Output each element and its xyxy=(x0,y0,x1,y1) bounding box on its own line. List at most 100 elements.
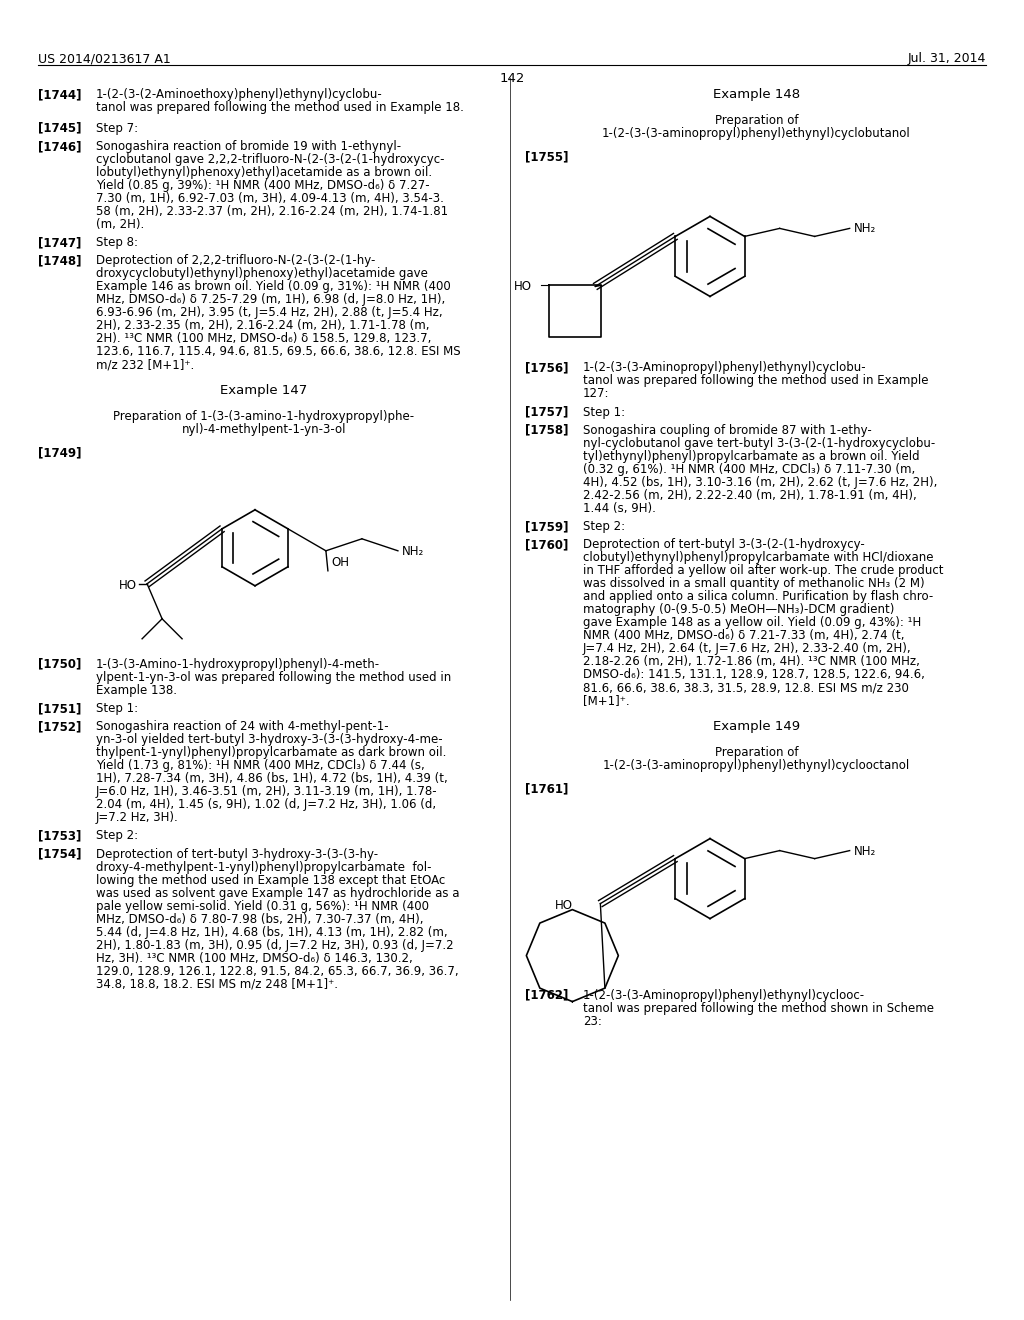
Text: 2H), 2.33-2.35 (m, 2H), 2.16-2.24 (m, 2H), 1.71-1.78 (m,: 2H), 2.33-2.35 (m, 2H), 2.16-2.24 (m, 2H… xyxy=(96,319,429,333)
Text: [1751]: [1751] xyxy=(38,702,81,715)
Text: lobutyl)ethynyl)phenoxy)ethyl)acetamide as a brown oil.: lobutyl)ethynyl)phenoxy)ethyl)acetamide … xyxy=(96,166,432,180)
Text: HO: HO xyxy=(119,578,137,591)
Text: [1747]: [1747] xyxy=(38,236,81,249)
Text: 142: 142 xyxy=(500,73,524,84)
Text: tanol was prepared following the method shown in Scheme: tanol was prepared following the method … xyxy=(583,1002,934,1015)
Text: 2H). ¹³C NMR (100 MHz, DMSO-d₆) δ 158.5, 129.8, 123.7,: 2H). ¹³C NMR (100 MHz, DMSO-d₆) δ 158.5,… xyxy=(96,333,431,346)
Text: 2H), 1.80-1.83 (m, 3H), 0.95 (d, J=7.2 Hz, 3H), 0.93 (d, J=7.2: 2H), 1.80-1.83 (m, 3H), 0.95 (d, J=7.2 H… xyxy=(96,939,454,952)
Text: was used as solvent gave Example 147 as hydrochloride as a: was used as solvent gave Example 147 as … xyxy=(96,887,460,900)
Text: 123.6, 116.7, 115.4, 94.6, 81.5, 69.5, 66.6, 38.6, 12.8. ESI MS: 123.6, 116.7, 115.4, 94.6, 81.5, 69.5, 6… xyxy=(96,346,461,359)
Text: 7.30 (m, 1H), 6.92-7.03 (m, 3H), 4.09-4.13 (m, 4H), 3.54-3.: 7.30 (m, 1H), 6.92-7.03 (m, 3H), 4.09-4.… xyxy=(96,191,443,205)
Text: droxy-4-methylpent-1-ynyl)phenyl)propylcarbamate  fol-: droxy-4-methylpent-1-ynyl)phenyl)propylc… xyxy=(96,861,431,874)
Text: Yield (1.73 g, 81%): ¹H NMR (400 MHz, CDCl₃) δ 7.44 (s,: Yield (1.73 g, 81%): ¹H NMR (400 MHz, CD… xyxy=(96,759,425,772)
Text: Step 1:: Step 1: xyxy=(583,405,625,418)
Text: [1746]: [1746] xyxy=(38,140,82,153)
Text: Step 7:: Step 7: xyxy=(96,121,138,135)
Text: cyclobutanol gave 2,2,2-trifluoro-N-(2-(3-(2-(1-hydroxycyc-: cyclobutanol gave 2,2,2-trifluoro-N-(2-(… xyxy=(96,153,444,166)
Text: 2.18-2.26 (m, 2H), 1.72-1.86 (m, 4H). ¹³C NMR (100 MHz,: 2.18-2.26 (m, 2H), 1.72-1.86 (m, 4H). ¹³… xyxy=(583,655,920,668)
Text: [1750]: [1750] xyxy=(38,657,81,671)
Text: J=7.2 Hz, 3H).: J=7.2 Hz, 3H). xyxy=(96,812,179,824)
Text: US 2014/0213617 A1: US 2014/0213617 A1 xyxy=(38,51,171,65)
Text: (0.32 g, 61%). ¹H NMR (400 MHz, CDCl₃) δ 7.11-7.30 (m,: (0.32 g, 61%). ¹H NMR (400 MHz, CDCl₃) δ… xyxy=(583,463,915,475)
Text: Step 2:: Step 2: xyxy=(96,829,138,842)
Text: gave Example 148 as a yellow oil. Yield (0.09 g, 43%): ¹H: gave Example 148 as a yellow oil. Yield … xyxy=(583,616,922,630)
Text: tanol was prepared following the method used in Example 18.: tanol was prepared following the method … xyxy=(96,102,464,114)
Text: Deprotection of tert-butyl 3-(3-(2-(1-hydroxycy-: Deprotection of tert-butyl 3-(3-(2-(1-hy… xyxy=(583,539,864,552)
Text: [1749]: [1749] xyxy=(38,446,82,459)
Text: tyl)ethynyl)phenyl)propylcarbamate as a brown oil. Yield: tyl)ethynyl)phenyl)propylcarbamate as a … xyxy=(583,450,920,463)
Text: Example 147: Example 147 xyxy=(220,384,307,397)
Text: MHz, DMSO-d₆) δ 7.80-7.98 (bs, 2H), 7.30-7.37 (m, 4H),: MHz, DMSO-d₆) δ 7.80-7.98 (bs, 2H), 7.30… xyxy=(96,912,424,925)
Text: Sonogashira coupling of bromide 87 with 1-ethy-: Sonogashira coupling of bromide 87 with … xyxy=(583,424,871,437)
Text: 2.04 (m, 4H), 1.45 (s, 9H), 1.02 (d, J=7.2 Hz, 3H), 1.06 (d,: 2.04 (m, 4H), 1.45 (s, 9H), 1.02 (d, J=7… xyxy=(96,799,436,812)
Text: nyl)-4-methylpent-1-yn-3-ol: nyl)-4-methylpent-1-yn-3-ol xyxy=(181,424,346,437)
Text: 1-(2-(3-(3-aminopropyl)phenyl)ethynyl)cyclobutanol: 1-(2-(3-(3-aminopropyl)phenyl)ethynyl)cy… xyxy=(602,127,911,140)
Text: m/z 232 [M+1]⁺.: m/z 232 [M+1]⁺. xyxy=(96,359,195,371)
Text: J=6.0 Hz, 1H), 3.46-3.51 (m, 2H), 3.11-3.19 (m, 1H), 1.78-: J=6.0 Hz, 1H), 3.46-3.51 (m, 2H), 3.11-3… xyxy=(96,785,437,799)
Text: NMR (400 MHz, DMSO-d₆) δ 7.21-7.33 (m, 4H), 2.74 (t,: NMR (400 MHz, DMSO-d₆) δ 7.21-7.33 (m, 4… xyxy=(583,630,904,643)
Text: thylpent-1-ynyl)phenyl)propylcarbamate as dark brown oil.: thylpent-1-ynyl)phenyl)propylcarbamate a… xyxy=(96,746,446,759)
Text: J=7.4 Hz, 2H), 2.64 (t, J=7.6 Hz, 2H), 2.33-2.40 (m, 2H),: J=7.4 Hz, 2H), 2.64 (t, J=7.6 Hz, 2H), 2… xyxy=(583,643,911,655)
Text: NH₂: NH₂ xyxy=(401,545,424,558)
Text: Sonogashira reaction of 24 with 4-methyl-pent-1-: Sonogashira reaction of 24 with 4-methyl… xyxy=(96,721,389,733)
Text: [M+1]⁺.: [M+1]⁺. xyxy=(583,694,630,708)
Text: 5.44 (d, J=4.8 Hz, 1H), 4.68 (bs, 1H), 4.13 (m, 1H), 2.82 (m,: 5.44 (d, J=4.8 Hz, 1H), 4.68 (bs, 1H), 4… xyxy=(96,925,447,939)
Text: [1762]: [1762] xyxy=(525,989,568,1002)
Text: 1-(2-(3-(3-Aminopropyl)phenyl)ethynyl)cyclobu-: 1-(2-(3-(3-Aminopropyl)phenyl)ethynyl)cy… xyxy=(583,362,866,375)
Text: 23:: 23: xyxy=(583,1015,602,1027)
Text: Hz, 3H). ¹³C NMR (100 MHz, DMSO-d₆) δ 146.3, 130.2,: Hz, 3H). ¹³C NMR (100 MHz, DMSO-d₆) δ 14… xyxy=(96,952,413,965)
Text: 1-(2-(3-(3-Aminopropyl)phenyl)ethynyl)cyclooc-: 1-(2-(3-(3-Aminopropyl)phenyl)ethynyl)cy… xyxy=(583,989,865,1002)
Text: Step 2:: Step 2: xyxy=(583,520,625,533)
Text: [1745]: [1745] xyxy=(38,121,82,135)
Text: pale yellow semi-solid. Yield (0.31 g, 56%): ¹H NMR (400: pale yellow semi-solid. Yield (0.31 g, 5… xyxy=(96,900,429,912)
Text: Example 138.: Example 138. xyxy=(96,684,177,697)
Text: OH: OH xyxy=(331,556,349,569)
Text: clobutyl)ethynyl)phenyl)propylcarbamate with HCl/dioxane: clobutyl)ethynyl)phenyl)propylcarbamate … xyxy=(583,552,934,564)
Text: [1744]: [1744] xyxy=(38,88,82,102)
Text: [1753]: [1753] xyxy=(38,829,81,842)
Text: NH₂: NH₂ xyxy=(854,222,876,235)
Text: 1.44 (s, 9H).: 1.44 (s, 9H). xyxy=(583,502,656,515)
Text: MHz, DMSO-d₆) δ 7.25-7.29 (m, 1H), 6.98 (d, J=8.0 Hz, 1H),: MHz, DMSO-d₆) δ 7.25-7.29 (m, 1H), 6.98 … xyxy=(96,293,445,306)
Text: [1748]: [1748] xyxy=(38,255,82,268)
Text: [1757]: [1757] xyxy=(525,405,568,418)
Text: [1760]: [1760] xyxy=(525,539,568,552)
Text: [1756]: [1756] xyxy=(525,362,568,375)
Text: HO: HO xyxy=(555,899,573,912)
Text: nyl-cyclobutanol gave tert-butyl 3-(3-(2-(1-hydroxycyclobu-: nyl-cyclobutanol gave tert-butyl 3-(3-(2… xyxy=(583,437,935,450)
Text: in THF afforded a yellow oil after work-up. The crude product: in THF afforded a yellow oil after work-… xyxy=(583,564,943,577)
Text: Example 148: Example 148 xyxy=(713,88,800,102)
Text: Step 1:: Step 1: xyxy=(96,702,138,715)
Text: [1755]: [1755] xyxy=(525,150,568,164)
Text: was dissolved in a small quantity of methanolic NH₃ (2 M): was dissolved in a small quantity of met… xyxy=(583,577,925,590)
Text: lowing the method used in Example 138 except that EtOAc: lowing the method used in Example 138 ex… xyxy=(96,874,445,887)
Text: Deprotection of 2,2,2-trifluoro-N-(2-(3-(2-(1-hy-: Deprotection of 2,2,2-trifluoro-N-(2-(3-… xyxy=(96,255,376,268)
Text: Step 8:: Step 8: xyxy=(96,236,138,249)
Text: 1H), 7.28-7.34 (m, 3H), 4.86 (bs, 1H), 4.72 (bs, 1H), 4.39 (t,: 1H), 7.28-7.34 (m, 3H), 4.86 (bs, 1H), 4… xyxy=(96,772,447,785)
Text: yn-3-ol yielded tert-butyl 3-hydroxy-3-(3-(3-hydroxy-4-me-: yn-3-ol yielded tert-butyl 3-hydroxy-3-(… xyxy=(96,733,442,746)
Text: DMSO-d₆): 141.5, 131.1, 128.9, 128.7, 128.5, 122.6, 94.6,: DMSO-d₆): 141.5, 131.1, 128.9, 128.7, 12… xyxy=(583,668,925,681)
Text: [1759]: [1759] xyxy=(525,520,568,533)
Text: matography (0-(9.5-0.5) MeOH—NH₃)-DCM gradient): matography (0-(9.5-0.5) MeOH—NH₃)-DCM gr… xyxy=(583,603,894,616)
Text: Example 146 as brown oil. Yield (0.09 g, 31%): ¹H NMR (400: Example 146 as brown oil. Yield (0.09 g,… xyxy=(96,280,451,293)
Text: [1761]: [1761] xyxy=(525,783,568,796)
Text: Example 149: Example 149 xyxy=(713,721,800,733)
Text: 81.6, 66.6, 38.6, 38.3, 31.5, 28.9, 12.8. ESI MS m/z 230: 81.6, 66.6, 38.6, 38.3, 31.5, 28.9, 12.8… xyxy=(583,681,909,694)
Text: and applied onto a silica column. Purification by flash chro-: and applied onto a silica column. Purifi… xyxy=(583,590,933,603)
Text: HO: HO xyxy=(514,280,532,293)
Text: Jul. 31, 2014: Jul. 31, 2014 xyxy=(907,51,986,65)
Text: (m, 2H).: (m, 2H). xyxy=(96,218,144,231)
Text: 34.8, 18.8, 18.2. ESI MS m/z 248 [M+1]⁺.: 34.8, 18.8, 18.2. ESI MS m/z 248 [M+1]⁺. xyxy=(96,978,338,990)
Text: NH₂: NH₂ xyxy=(854,845,876,858)
Text: 2.42-2.56 (m, 2H), 2.22-2.40 (m, 2H), 1.78-1.91 (m, 4H),: 2.42-2.56 (m, 2H), 2.22-2.40 (m, 2H), 1.… xyxy=(583,488,916,502)
Text: 4H), 4.52 (bs, 1H), 3.10-3.16 (m, 2H), 2.62 (t, J=7.6 Hz, 2H),: 4H), 4.52 (bs, 1H), 3.10-3.16 (m, 2H), 2… xyxy=(583,475,937,488)
Text: tanol was prepared following the method used in Example: tanol was prepared following the method … xyxy=(583,375,929,387)
Text: 1-(3-(3-Amino-1-hydroxypropyl)phenyl)-4-meth-: 1-(3-(3-Amino-1-hydroxypropyl)phenyl)-4-… xyxy=(96,657,380,671)
Text: 1-(2-(3-(2-Aminoethoxy)phenyl)ethynyl)cyclobu-: 1-(2-(3-(2-Aminoethoxy)phenyl)ethynyl)cy… xyxy=(96,88,383,102)
Text: Sonogashira reaction of bromide 19 with 1-ethynyl-: Sonogashira reaction of bromide 19 with … xyxy=(96,140,401,153)
Text: Preparation of: Preparation of xyxy=(715,746,799,759)
Text: 127:: 127: xyxy=(583,387,609,400)
Text: Deprotection of tert-butyl 3-hydroxy-3-(3-(3-hy-: Deprotection of tert-butyl 3-hydroxy-3-(… xyxy=(96,847,378,861)
Text: 1-(2-(3-(3-aminopropyl)phenyl)ethynyl)cyclooctanol: 1-(2-(3-(3-aminopropyl)phenyl)ethynyl)cy… xyxy=(603,759,910,772)
Text: 129.0, 128.9, 126.1, 122.8, 91.5, 84.2, 65.3, 66.7, 36.9, 36.7,: 129.0, 128.9, 126.1, 122.8, 91.5, 84.2, … xyxy=(96,965,459,978)
